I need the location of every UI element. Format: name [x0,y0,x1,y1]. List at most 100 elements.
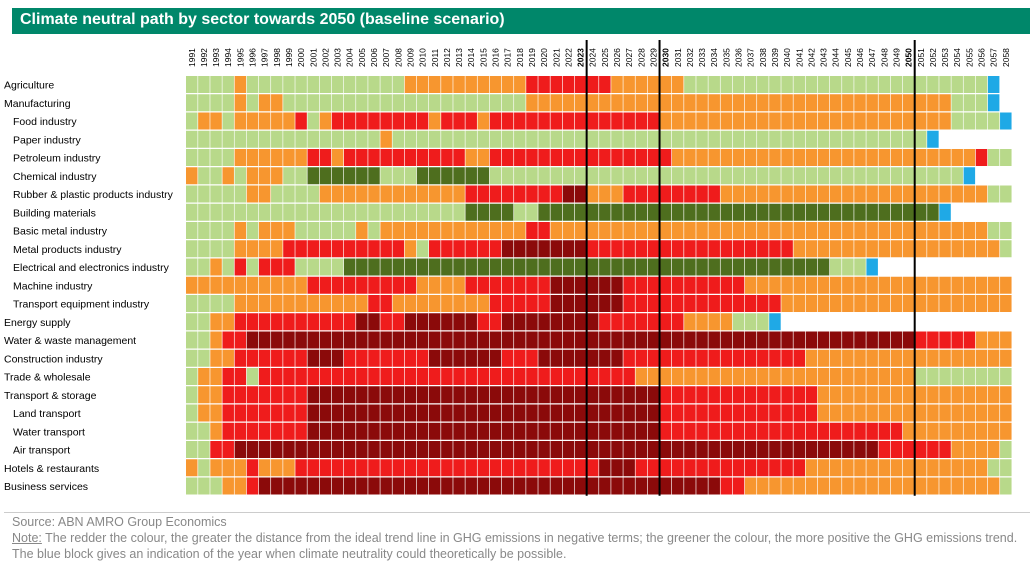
heatmap-cell: Hotels & restaurants 2025 [599,459,611,477]
heatmap-cell: Basic metal industry 2045 [842,222,854,239]
heatmap-cell: Metal products industry 2043 [817,240,830,258]
heatmap-cell: Construction industry 1996 [246,349,259,367]
heatmap-cell: Hotels & restaurants 2011 [429,459,441,477]
heatmap-cell: Land transport 2058 [1000,404,1012,422]
heatmap-cell: Building materials 2010 [416,203,429,221]
heatmap-cell: Air transport 2012 [441,441,453,458]
heatmap-cell: Hotels & restaurants 2037 [744,459,757,477]
heatmap-cell: Energy supply 2038 [757,313,769,331]
heatmap-cell: Energy supply 2008 [392,313,405,331]
heatmap-cell: Construction industry 1992 [198,349,210,367]
heatmap-cell: Water & waste management 2052 [927,331,939,349]
heatmap-cell: Paper industry 2035 [720,130,733,148]
heatmap-cell: Transport & storage 1993 [210,386,222,404]
heatmap-cell: Air transport 2016 [489,441,502,458]
heatmap-cell: Air transport 2019 [526,441,538,458]
heatmap-cell: Paper industry 2039 [769,130,781,148]
heatmap-cell: Electrical and electronics industry 2003 [331,258,344,276]
heatmap-cell: Energy supply 2005 [356,313,368,331]
heatmap-cell: Basic metal industry 2017 [501,222,514,239]
heatmap-cell: Transport equipment industry 2005 [356,295,368,312]
heatmap-cell: Business services 1991 [186,477,198,495]
heatmap-cell: Machine industry 2018 [514,276,526,294]
heatmap-cell: Land transport 2019 [526,404,538,422]
heatmap-cell: Paper industry 2028 [635,130,648,148]
heatmap-cell: Building materials 2036 [732,203,745,221]
heatmap-cell: Chemical industry 2016 [489,167,502,185]
heatmap-cell: Water transport 2054 [951,422,963,440]
heatmap-cell: Business services 2021 [550,477,562,495]
heatmap-cell: Construction industry 2036 [732,349,745,367]
heatmap-cell: Water transport 1992 [198,422,210,440]
heatmap-cell: Rubber & plastic products industry 2058 [1000,185,1012,203]
heatmap-cell: Manufacturing 2038 [757,94,769,112]
heatmap-cell: Transport & storage 2021 [550,386,562,404]
heatmap-cell: Chemical industry 1995 [234,167,247,185]
heatmap-cell: Food industry 2051 [915,112,927,130]
heatmap-cell: Energy supply 1996 [246,313,259,331]
heatmap-cell: Trade & wholesale 2031 [672,368,684,385]
heatmap-cell: Business services 2006 [368,477,380,495]
heatmap-cell: Transport & storage 2020 [538,386,550,404]
heatmap-cell: Air transport 2054 [951,441,963,458]
heatmap-cell: Business services 2020 [538,477,550,495]
heatmap-cell: Agriculture 2052 [927,76,939,93]
heatmap-cell: Hotels & restaurants 2055 [963,459,976,477]
heatmap-cell: Rubber & plastic products industry 2034 [708,185,720,203]
heatmap-cell: Construction industry 2052 [927,349,939,367]
heatmap-cell: Electrical and electronics industry 2008 [392,258,405,276]
heatmap-cell: Transport equipment industry 2008 [392,295,405,312]
heatmap-cell: Land transport 2036 [732,404,745,422]
heatmap-cell: Trade & wholesale 2058 [1000,368,1012,385]
heatmap-cell: Building materials 2030 [659,203,672,221]
heatmap-cell: Agriculture 2020 [538,76,550,93]
row-label: Petroleum industry [13,153,101,165]
heatmap-cell: Food industry 1996 [246,112,259,130]
heatmap-cell: Electrical and electronics industry 1993 [210,258,222,276]
heatmap-cell: Basic metal industry 2052 [927,222,939,239]
heatmap-cell: Chemical industry 1996 [246,167,259,185]
heatmap-cell: Agriculture 1999 [283,76,295,93]
heatmap-cell: Food industry 1992 [198,112,210,130]
heatmap-cell: Petroleum industry 2028 [635,149,648,166]
heatmap-cell: Water transport 2000 [295,422,307,440]
heatmap-cell: Transport & storage 2041 [793,386,805,404]
heatmap-cell: Machine industry 2010 [416,276,429,294]
heatmap-cell: Trade & wholesale 2056 [975,368,988,385]
heatmap-cell: Land transport 2047 [866,404,878,422]
heatmap-cell: Rubber & plastic products industry 2015 [477,185,490,203]
heatmap-cell: Business services 2031 [672,477,684,495]
heatmap-cell: Trade & wholesale 2038 [757,368,769,385]
heatmap-cell: Food industry 1993 [210,112,222,130]
heatmap-cell: Land transport 1993 [210,404,222,422]
heatmap-cell: Air transport 2000 [295,441,307,458]
heatmap-cell: Water transport 2017 [501,422,514,440]
heatmap-cell: Land transport 2000 [295,404,307,422]
heatmap-cell: Water transport 2041 [793,422,805,440]
heatmap-cell: Machine industry 2055 [963,276,976,294]
heatmap-cell: Trade & wholesale 2002 [319,368,332,385]
heatmap-cell: Transport & storage 2027 [623,386,635,404]
heatmap-cell: Land transport 2023 [574,404,587,422]
heatmap-cell: Construction industry 2011 [429,349,441,367]
heatmap-cell: Trade & wholesale 2025 [599,368,611,385]
heatmap-cell: Business services 2042 [805,477,818,495]
heatmap-cell: Land transport 2043 [817,404,830,422]
heatmap-cell: Paper industry 2047 [866,130,878,148]
heatmap-cell: Chemical industry 2040 [781,167,793,185]
heatmap-cell: Trade & wholesale 2044 [829,368,842,385]
heatmap-cell: Construction industry 2021 [550,349,562,367]
heatmap-cell: Food industry 2024 [586,112,599,130]
heatmap-cell: Business services 2025 [599,477,611,495]
heatmap-cell: Petroleum industry 2013 [453,149,465,166]
heatmap-cell: Business services 1992 [198,477,210,495]
heatmap-cell: Agriculture 2022 [562,76,575,93]
heatmap-cell: Building materials 2025 [599,203,611,221]
heatmap-cell: Energy supply 2003 [331,313,344,331]
year-label: 2036 [734,48,744,67]
heatmap-cell: Building materials 2027 [623,203,635,221]
heatmap-cell: Construction industry 2006 [368,349,380,367]
heatmap-cell: Building materials 2032 [684,203,696,221]
heatmap-cell: Trade & wholesale 2050 [902,368,915,385]
year-label: 2022 [563,48,573,67]
